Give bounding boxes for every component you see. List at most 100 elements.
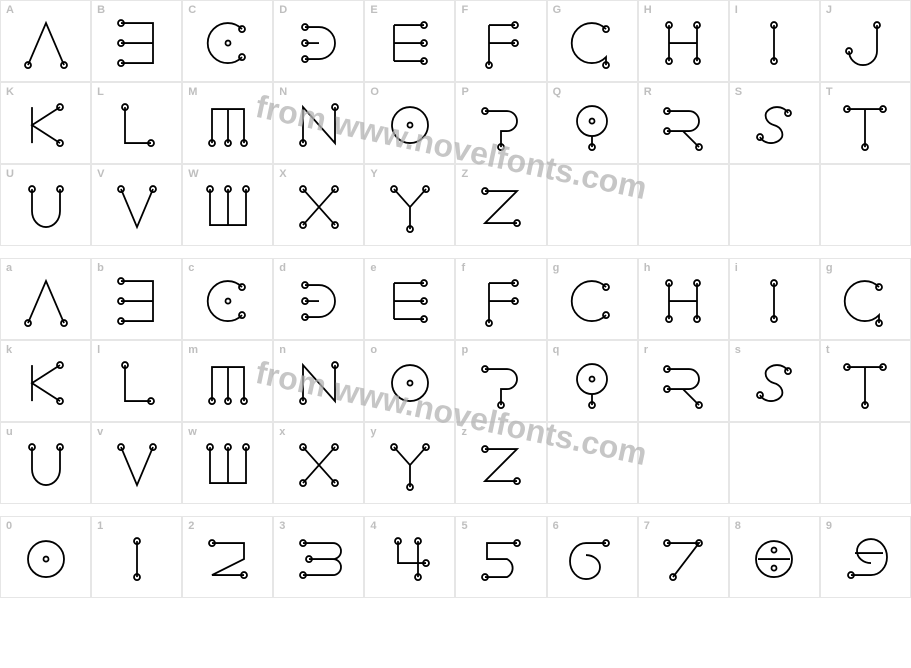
- glyph-shape: [471, 181, 531, 233]
- glyph-cell-label: 5: [461, 520, 467, 532]
- glyph-cell: T: [820, 82, 911, 164]
- glyph-shape: [289, 181, 349, 233]
- glyph-cell: s: [729, 340, 820, 422]
- glyph-shape: [562, 17, 622, 69]
- glyph-cell: [820, 422, 911, 504]
- glyph-grid-section: 0123456789: [0, 516, 911, 598]
- glyph-shape: [198, 99, 258, 151]
- glyph-cell-label: O: [370, 86, 379, 98]
- glyph-shape: [653, 357, 713, 409]
- glyph-shape: [380, 533, 440, 585]
- glyph-cell-label: 6: [553, 520, 559, 532]
- glyph-grid-section: ABCDEFGHIJKLMNOPQRSTUVWXYZ: [0, 0, 911, 246]
- glyph-cell: C: [182, 0, 273, 82]
- glyph-cell: p: [455, 340, 546, 422]
- glyph-cell: A: [0, 0, 91, 82]
- glyph-cell-label: z: [461, 426, 467, 438]
- glyph-cell-label: N: [279, 86, 287, 98]
- glyph-cell-label: U: [6, 168, 14, 180]
- glyph-cell: z: [455, 422, 546, 504]
- glyph-cell: J: [820, 0, 911, 82]
- glyph-cell: [547, 422, 638, 504]
- glyph-shape: [744, 17, 804, 69]
- glyph-cell: [820, 164, 911, 246]
- glyph-cell-label: g: [553, 262, 560, 274]
- glyph-cell-label: I: [735, 4, 738, 16]
- glyph-cell-label: S: [735, 86, 742, 98]
- glyph-cell-label: Y: [370, 168, 377, 180]
- glyph-cell: 3: [273, 516, 364, 598]
- glyph-shape: [289, 275, 349, 327]
- glyph-cell-label: V: [97, 168, 104, 180]
- glyph-cell-label: q: [553, 344, 560, 356]
- glyph-shape: [198, 439, 258, 491]
- glyph-shape: [562, 99, 622, 151]
- glyph-cell: W: [182, 164, 273, 246]
- glyph-cell-label: u: [6, 426, 13, 438]
- glyph-shape: [471, 357, 531, 409]
- glyph-shape: [835, 17, 895, 69]
- glyph-cell: 4: [364, 516, 455, 598]
- glyph-cell: M: [182, 82, 273, 164]
- glyph-cell: m: [182, 340, 273, 422]
- glyph-shape: [380, 181, 440, 233]
- glyph-shape: [289, 439, 349, 491]
- glyph-shape: [835, 533, 895, 585]
- glyph-cell-label: 0: [6, 520, 12, 532]
- glyph-cell-label: B: [97, 4, 105, 16]
- glyph-cell-label: J: [826, 4, 832, 16]
- glyph-shape: [16, 17, 76, 69]
- glyph-shape: [653, 99, 713, 151]
- glyph-cell: 7: [638, 516, 729, 598]
- glyph-cell: B: [91, 0, 182, 82]
- glyph-cell: l: [91, 340, 182, 422]
- glyph-cell: [547, 164, 638, 246]
- glyph-cell: g: [547, 258, 638, 340]
- glyph-cell-label: C: [188, 4, 196, 16]
- glyph-cell: d: [273, 258, 364, 340]
- glyph-cell: R: [638, 82, 729, 164]
- glyph-cell: v: [91, 422, 182, 504]
- glyph-cell-label: 4: [370, 520, 376, 532]
- glyph-shape: [16, 357, 76, 409]
- glyph-cell: Y: [364, 164, 455, 246]
- glyph-cell: o: [364, 340, 455, 422]
- glyph-shape: [107, 17, 167, 69]
- glyph-cell-label: M: [188, 86, 197, 98]
- glyph-cell-label: G: [553, 4, 562, 16]
- glyph-cell: P: [455, 82, 546, 164]
- glyph-cell-label: d: [279, 262, 286, 274]
- glyph-cell-label: D: [279, 4, 287, 16]
- glyph-cell: e: [364, 258, 455, 340]
- glyph-cell: L: [91, 82, 182, 164]
- glyph-cell: 8: [729, 516, 820, 598]
- glyph-shape: [16, 181, 76, 233]
- glyph-cell: [638, 422, 729, 504]
- glyph-cell-label: c: [188, 262, 194, 274]
- glyph-cell: g: [820, 258, 911, 340]
- glyph-shape: [16, 439, 76, 491]
- glyph-shape: [107, 439, 167, 491]
- glyph-shape: [471, 17, 531, 69]
- glyph-shape: [107, 357, 167, 409]
- glyph-shape: [198, 533, 258, 585]
- glyph-cell-label: w: [188, 426, 197, 438]
- glyph-cell-label: t: [826, 344, 830, 356]
- glyph-cell-label: m: [188, 344, 198, 356]
- glyph-shape: [653, 17, 713, 69]
- glyph-cell: D: [273, 0, 364, 82]
- glyph-cell: Q: [547, 82, 638, 164]
- glyph-cell-label: s: [735, 344, 741, 356]
- glyph-cell-label: E: [370, 4, 377, 16]
- glyph-cell-label: F: [461, 4, 468, 16]
- glyph-cell: [729, 164, 820, 246]
- glyph-cell-label: y: [370, 426, 376, 438]
- glyph-shape: [835, 275, 895, 327]
- glyph-cell-label: x: [279, 426, 285, 438]
- glyph-cell: n: [273, 340, 364, 422]
- glyph-cell: a: [0, 258, 91, 340]
- glyph-cell: t: [820, 340, 911, 422]
- glyph-cell-label: a: [6, 262, 12, 274]
- glyph-shape: [289, 17, 349, 69]
- glyph-cell-label: k: [6, 344, 12, 356]
